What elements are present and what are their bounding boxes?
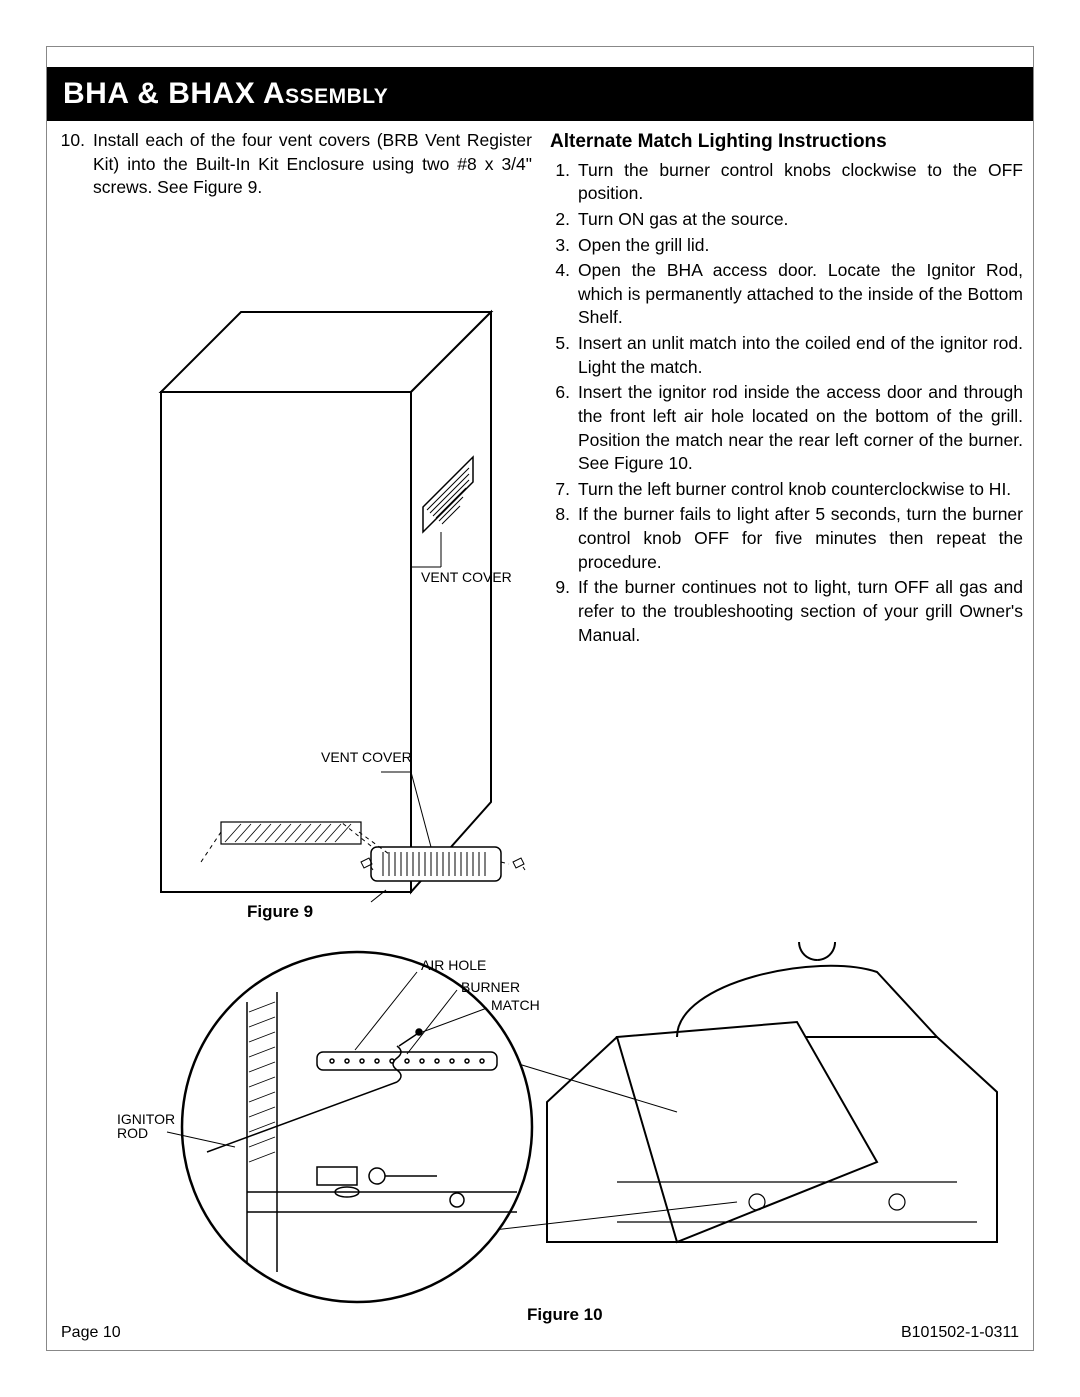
figure-10: AIR HOLE BURNER MATCH IGNITORROD xyxy=(117,942,1017,1312)
figure-10-svg: AIR HOLE BURNER MATCH IGNITORROD xyxy=(117,942,1017,1312)
page-frame: BHA & BHAX Assembly 10. Install each of … xyxy=(46,46,1034,1351)
instruction-number: 6. xyxy=(550,381,578,476)
label-air-hole: AIR HOLE xyxy=(421,957,486,973)
instruction-item: 3.Open the grill lid. xyxy=(550,234,1023,258)
instruction-item: 9.If the burner continues not to light, … xyxy=(550,576,1023,647)
alternate-lighting-heading: Alternate Match Lighting Instructions xyxy=(550,129,1023,155)
step-text: Install each of the four vent covers (BR… xyxy=(93,129,532,200)
instruction-text: Open the grill lid. xyxy=(578,234,1023,258)
instruction-number: 7. xyxy=(550,478,578,502)
section-title-bar: BHA & BHAX Assembly xyxy=(47,67,1033,121)
instruction-text: Insert the ignitor rod inside the access… xyxy=(578,381,1023,476)
label-ignitor-rod: IGNITORROD xyxy=(117,1111,175,1141)
instruction-text: Open the BHA access door. Locate the Ign… xyxy=(578,259,1023,330)
label-vent-cover-bottom: VENT COVER xyxy=(321,749,412,765)
instruction-number: 8. xyxy=(550,503,578,574)
footer-doc-id: B101502-1-0311 xyxy=(901,1324,1019,1342)
section-title: BHA & BHAX Assembly xyxy=(63,77,388,111)
instruction-item: 2.Turn ON gas at the source. xyxy=(550,208,1023,232)
instruction-item: 6.Insert the ignitor rod inside the acce… xyxy=(550,381,1023,476)
instruction-text: If the burner continues not to light, tu… xyxy=(578,576,1023,647)
instruction-item: 5.Insert an unlit match into the coiled … xyxy=(550,332,1023,379)
instruction-item: 7.Turn the left burner control knob coun… xyxy=(550,478,1023,502)
instruction-text: Turn the left burner control knob counte… xyxy=(578,478,1023,502)
step-10: 10. Install each of the four vent covers… xyxy=(59,129,532,200)
label-match: MATCH xyxy=(491,997,540,1013)
instruction-number: 5. xyxy=(550,332,578,379)
instruction-number: 4. xyxy=(550,259,578,330)
right-column: Alternate Match Lighting Instructions 1.… xyxy=(550,129,1023,649)
instruction-item: 1.Turn the burner control knobs clockwis… xyxy=(550,159,1023,206)
figure-9: VENT COVER xyxy=(111,302,541,942)
instruction-number: 9. xyxy=(550,576,578,647)
instruction-text: Insert an unlit match into the coiled en… xyxy=(578,332,1023,379)
instruction-number: 3. xyxy=(550,234,578,258)
instruction-number: 1. xyxy=(550,159,578,206)
figure-10-caption: Figure 10 xyxy=(527,1305,603,1325)
instruction-item: 4.Open the BHA access door. Locate the I… xyxy=(550,259,1023,330)
instruction-list: 1.Turn the burner control knobs clockwis… xyxy=(550,159,1023,648)
instruction-item: 8.If the burner fails to light after 5 s… xyxy=(550,503,1023,574)
label-vent-cover-top: VENT COVER xyxy=(421,569,512,585)
figure-9-caption: Figure 9 xyxy=(247,902,313,922)
instruction-text: Turn ON gas at the source. xyxy=(578,208,1023,232)
figure-9-svg: VENT COVER xyxy=(111,302,541,942)
footer-page-number: Page 10 xyxy=(61,1324,121,1342)
instruction-number: 2. xyxy=(550,208,578,232)
step-number: 10. xyxy=(59,129,93,200)
instruction-text: Turn the burner control knobs clockwise … xyxy=(578,159,1023,206)
instruction-text: If the burner fails to light after 5 sec… xyxy=(578,503,1023,574)
label-burner: BURNER xyxy=(461,979,520,995)
